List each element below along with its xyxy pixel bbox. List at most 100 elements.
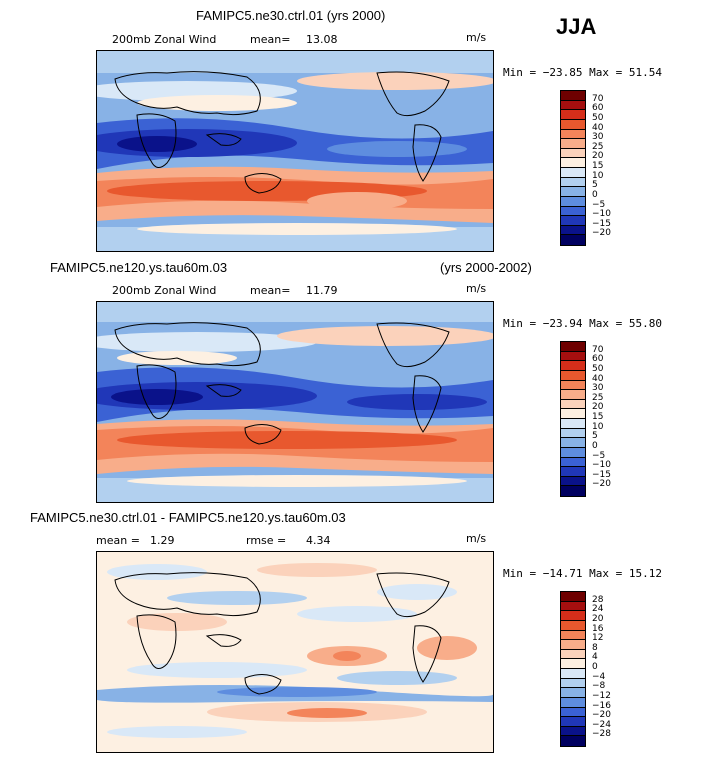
panel1-mean-label: mean= xyxy=(250,33,291,46)
colorbar-tick-label: 70 xyxy=(592,93,604,104)
panel2-minmax: Min = −23.94 Max = 55.80 xyxy=(503,317,662,330)
colorbar-tick-label: −5 xyxy=(592,450,606,461)
panel2-mean-label: mean= xyxy=(250,284,291,297)
colorbar-tick-label: 15 xyxy=(592,161,604,171)
colorbar-cell xyxy=(561,736,585,746)
panel2-colorbar-labels: 70 60 50 40 30 25 20 15 10 5 0 −5 −10 −15 −20 xyxy=(592,341,632,497)
colorbar-cell xyxy=(561,726,585,737)
panel2-colorbar xyxy=(560,341,586,497)
colorbar-cell xyxy=(561,351,585,362)
colorbar-tick-label: −15 xyxy=(592,218,611,229)
colorbar-cell xyxy=(561,428,585,439)
colorbar-tick-label: 0 xyxy=(592,440,598,451)
colorbar-tick-label: 24 xyxy=(592,604,604,615)
colorbar-tick-label: 8 xyxy=(592,642,598,653)
colorbar-cell xyxy=(561,370,585,381)
colorbar-tick-label: 20 xyxy=(592,402,604,413)
colorbar-cell xyxy=(561,659,585,669)
colorbar-cell xyxy=(561,380,585,391)
panel1-map xyxy=(96,50,494,252)
panel1-variable-label: 200mb Zonal Wind xyxy=(112,33,217,46)
colorbar-cell xyxy=(561,216,585,226)
panel3-title: FAMIPC5.ne30.ctrl.01 - FAMIPC5.ne120.ys.… xyxy=(30,510,346,525)
colorbar-tick-label: 20 xyxy=(592,151,604,162)
colorbar-cell xyxy=(561,688,585,698)
colorbar-cell xyxy=(561,187,585,197)
colorbar-cell xyxy=(561,91,585,101)
panel3-map xyxy=(96,551,494,753)
colorbar-cell xyxy=(561,486,585,496)
colorbar-tick-label: 4 xyxy=(592,652,598,663)
panel2-map-svg xyxy=(97,302,493,502)
colorbar-cell xyxy=(561,196,585,207)
colorbar-cell xyxy=(561,669,585,679)
colorbar-tick-label: −20 xyxy=(592,228,611,239)
colorbar-tick-label: −8 xyxy=(592,681,606,692)
colorbar-cell xyxy=(561,119,585,130)
colorbar-tick-label: 10 xyxy=(592,170,604,181)
colorbar-tick-label: 50 xyxy=(592,112,604,123)
season-label: JJA xyxy=(556,14,597,39)
colorbar-cell xyxy=(561,342,585,352)
colorbar-cell xyxy=(561,649,585,660)
panel3-rmse-label: rmse = xyxy=(246,534,287,547)
colorbar-tick-label: 16 xyxy=(592,623,604,634)
colorbar-cell xyxy=(561,419,585,429)
colorbar-tick-label: 30 xyxy=(592,383,604,394)
colorbar-cell xyxy=(561,168,585,178)
colorbar-tick-label: −24 xyxy=(592,719,611,730)
colorbar-cell xyxy=(561,235,585,245)
panel3-minmax: Min = −14.71 Max = 15.12 xyxy=(503,567,662,580)
colorbar-cell xyxy=(561,361,585,371)
colorbar-tick-label: 40 xyxy=(592,122,604,133)
colorbar-tick-label: −20 xyxy=(592,479,611,490)
colorbar-tick-label: 28 xyxy=(592,594,604,605)
panel1-colorbar xyxy=(560,90,586,246)
colorbar-tick-label: 12 xyxy=(592,633,604,644)
colorbar-tick-label: −12 xyxy=(592,690,611,701)
colorbar-tick-label: −4 xyxy=(592,671,606,682)
colorbar-cell xyxy=(561,206,585,217)
colorbar-tick-label: 5 xyxy=(592,431,598,442)
panel1-title: FAMIPC5.ne30.ctrl.01 (yrs 2000) xyxy=(196,8,386,23)
colorbar-cell xyxy=(561,630,585,641)
colorbar-cell xyxy=(561,447,585,458)
colorbar-cell xyxy=(561,678,585,689)
panel1-units: m/s xyxy=(466,31,487,44)
colorbar-tick-label: −10 xyxy=(592,209,611,220)
colorbar-cell xyxy=(561,399,585,410)
colorbar-cell xyxy=(561,620,585,631)
colorbar-tick-label: −15 xyxy=(592,469,611,480)
colorbar-cell xyxy=(561,476,585,487)
panel3-mean-value: 1.29 xyxy=(150,534,175,547)
colorbar-tick-label: −5 xyxy=(592,199,606,210)
colorbar-cell xyxy=(561,717,585,727)
colorbar-tick-label: 30 xyxy=(592,132,604,143)
panel2-map xyxy=(96,301,494,503)
panel1-minmax: Min = −23.85 Max = 51.54 xyxy=(503,66,662,79)
colorbar-cell xyxy=(561,611,585,621)
colorbar-cell xyxy=(561,592,585,602)
colorbar-tick-label: 10 xyxy=(592,421,604,432)
colorbar-tick-label: 0 xyxy=(592,189,598,200)
colorbar-tick-label: 25 xyxy=(592,141,604,152)
colorbar-tick-label: −20 xyxy=(592,710,611,721)
panel1-colorbar-labels: 70 60 50 40 30 25 20 15 10 5 0 −5 −10 −15 −20 xyxy=(592,90,632,246)
colorbar-cell xyxy=(561,390,585,400)
panel3-mean-label: mean = xyxy=(96,534,140,547)
colorbar-cell xyxy=(561,158,585,168)
panel2-mean-value: 11.79 xyxy=(306,284,338,297)
panel2-years: (yrs 2000-2002) xyxy=(440,260,532,275)
colorbar-cell xyxy=(561,601,585,612)
colorbar-cell xyxy=(561,139,585,149)
colorbar-tick-label: 20 xyxy=(592,613,604,624)
panel1-map-svg xyxy=(97,51,493,251)
panel3-units: m/s xyxy=(466,532,487,545)
panel2-units: m/s xyxy=(466,282,487,295)
panel3-rmse-value: 4.34 xyxy=(306,534,331,547)
panel3-colorbar xyxy=(560,591,586,747)
colorbar-cell xyxy=(561,129,585,140)
colorbar-tick-label: −16 xyxy=(592,700,611,711)
colorbar-tick-label: 5 xyxy=(592,180,598,191)
colorbar-tick-label: 60 xyxy=(592,103,604,114)
